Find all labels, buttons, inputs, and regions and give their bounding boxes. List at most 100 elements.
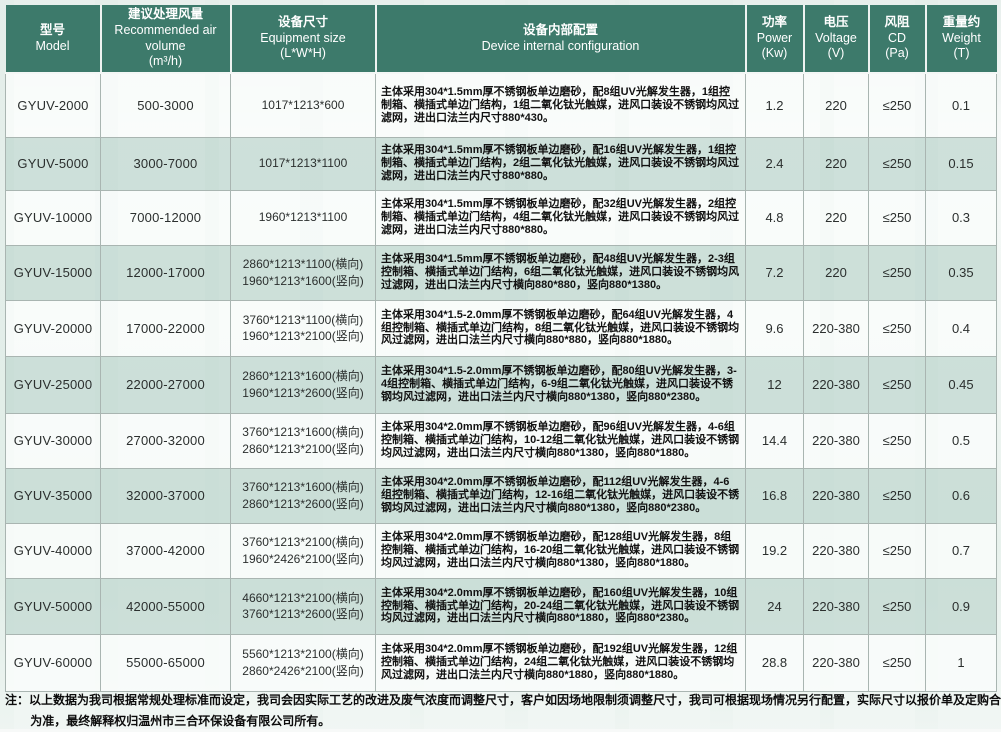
- cell-cd: ≤250: [868, 577, 926, 635]
- cell-size: 3760*1213*1100(横向) 1960*1213*2100(竖向): [230, 299, 376, 357]
- cell-air-volume: 22000-27000: [100, 355, 231, 414]
- equipment-spec-table: 型号 Model 建议处理风量 Recommended air volume (…: [5, 5, 997, 692]
- cell-cd: ≤250: [868, 299, 926, 357]
- cell-size: 2860*1213*1600(横向) 1960*1213*2600(竖向): [230, 355, 376, 414]
- cell-power: 4.8: [745, 189, 804, 246]
- cell-size: 1017*1213*1100: [230, 136, 376, 191]
- table-row: GYUV-15000 12000-17000 2860*1213*1100(横向) …: [5, 244, 997, 301]
- cell-weight: 0.45: [925, 355, 997, 414]
- cell-model: GYUV-20000: [5, 299, 101, 357]
- cell-weight: 0.7: [925, 522, 997, 579]
- header-model: 型号 Model: [5, 5, 102, 74]
- cell-power: 1.2: [745, 72, 804, 138]
- cell-voltage: 220-380: [803, 299, 869, 357]
- cell-air-volume: 17000-22000: [100, 299, 231, 357]
- header-air-volume: 建议处理风量 Recommended air volume (m³/h): [100, 5, 232, 74]
- footnote: 注：以上数据为我司根据常规处理标准而设定，我司会因实际工艺的改进及废气浓度而调整…: [5, 693, 1001, 728]
- header-config: 设备内部配置 Device internal configuration: [375, 5, 747, 74]
- cell-power: 14.4: [745, 412, 804, 469]
- table-row: GYUV-60000 55000-65000 5560*1213*2100(横向) …: [5, 633, 997, 692]
- cell-voltage: 220-380: [803, 412, 869, 469]
- cell-air-volume: 7000-12000: [100, 189, 231, 246]
- cell-weight: 0.3: [925, 189, 997, 246]
- header-model-en: Model: [35, 38, 70, 53]
- cell-config: 主体采用304*1.5-2.0mm厚不锈钢板单边磨砂，配80组UV光解发生器，3…: [375, 355, 746, 414]
- header-size-unit: (L*W*H): [280, 46, 326, 61]
- cell-size: 2860*1213*1100(横向) 1960*1213*1600(竖向): [230, 244, 376, 301]
- cell-model: GYUV-60000: [5, 633, 101, 692]
- cell-weight: 0.35: [925, 244, 997, 301]
- header-air-volume-unit: (m³/h): [148, 54, 183, 69]
- table-row: GYUV-30000 27000-32000 3760*1213*1600(横向) …: [5, 412, 997, 469]
- cell-air-volume: 32000-37000: [100, 467, 231, 524]
- cell-model: GYUV-10000: [5, 189, 101, 246]
- header-weight-en: Weight: [942, 30, 981, 45]
- cell-cd: ≤250: [868, 467, 926, 524]
- table-row: GYUV-5000 3000-7000 1017*1213*1100 主体采用304*…: [5, 136, 997, 191]
- cell-cd: ≤250: [868, 633, 926, 692]
- cell-config: 主体采用304*2.0mm厚不锈钢板单边磨砂，配160组UV光解发生器，10组控…: [375, 577, 746, 635]
- header-size: 设备尺寸 Equipment size (L*W*H): [230, 5, 377, 74]
- header-weight-zh: 重量约: [942, 15, 981, 30]
- cell-power: 19.2: [745, 522, 804, 579]
- cell-size: 4660*1213*2100(横向) 3760*1213*2600(竖向): [230, 577, 376, 635]
- cell-config: 主体采用304*1.5mm厚不锈钢板单边磨砂，配8组UV光解发生器，1组控制箱、…: [375, 72, 746, 138]
- cell-power: 9.6: [745, 299, 804, 357]
- table-row: GYUV-40000 37000-42000 3760*1213*2100(横向) …: [5, 522, 997, 579]
- cell-config: 主体采用304*2.0mm厚不锈钢板单边磨砂，配128组UV光解发生器，8组控制…: [375, 522, 746, 579]
- cell-power: 24: [745, 577, 804, 635]
- header-config-en: Device internal configuration: [481, 38, 640, 53]
- cell-config: 主体采用304*2.0mm厚不锈钢板单边磨砂，配112组UV光解发生器，4-6组…: [375, 467, 746, 524]
- cell-model: GYUV-25000: [5, 355, 101, 414]
- header-weight: 重量约 Weight (T): [925, 5, 997, 74]
- cell-voltage: 220-380: [803, 633, 869, 692]
- header-voltage: 电压 Voltage (V): [803, 5, 870, 74]
- cell-cd: ≤250: [868, 412, 926, 469]
- cell-cd: ≤250: [868, 136, 926, 191]
- cell-weight: 0.4: [925, 299, 997, 357]
- cell-model: GYUV-2000: [5, 72, 101, 138]
- cell-size: 3760*1213*1600(横向) 2860*1213*2600(竖向): [230, 467, 376, 524]
- header-row: 型号 Model 建议处理风量 Recommended air volume (…: [5, 5, 997, 74]
- cell-voltage: 220-380: [803, 522, 869, 579]
- header-size-en: Equipment size: [260, 30, 346, 45]
- cell-power: 2.4: [745, 136, 804, 191]
- table-row: GYUV-35000 32000-37000 3760*1213*1600(横向) …: [5, 467, 997, 524]
- header-voltage-zh: 电压: [823, 15, 849, 30]
- cell-size: 3760*1213*1600(横向) 2860*1213*2100(竖向): [230, 412, 376, 469]
- cell-size: 1017*1213*600: [230, 72, 376, 138]
- table-row: GYUV-10000 7000-12000 1960*1213*1100 主体采用30…: [5, 189, 997, 246]
- cell-voltage: 220: [803, 189, 869, 246]
- cell-config: 主体采用304*1.5-2.0mm厚不锈钢板单边磨砂，配64组UV光解发生器，4…: [375, 299, 746, 357]
- cell-model: GYUV-5000: [5, 136, 101, 191]
- header-power-zh: 功率: [761, 15, 787, 30]
- cell-power: 7.2: [745, 244, 804, 301]
- cell-cd: ≤250: [868, 355, 926, 414]
- cell-voltage: 220-380: [803, 355, 869, 414]
- cell-air-volume: 42000-55000: [100, 577, 231, 635]
- header-cd-zh: 风阻: [884, 15, 910, 30]
- header-voltage-en: Voltage: [815, 30, 857, 45]
- cell-weight: 0.5: [925, 412, 997, 469]
- cell-air-volume: 27000-32000: [100, 412, 231, 469]
- cell-air-volume: 37000-42000: [100, 522, 231, 579]
- cell-power: 16.8: [745, 467, 804, 524]
- cell-weight: 0.6: [925, 467, 997, 524]
- cell-air-volume: 12000-17000: [100, 244, 231, 301]
- header-air-volume-en: Recommended air volume: [114, 22, 217, 53]
- cell-model: GYUV-50000: [5, 577, 101, 635]
- header-voltage-unit: (V): [827, 46, 845, 61]
- header-power: 功率 Power (Kw): [745, 5, 805, 74]
- cell-model: GYUV-40000: [5, 522, 101, 579]
- cell-config: 主体采用304*1.5mm厚不锈钢板单边磨砂，配48组UV光解发生器，2-3组控…: [375, 244, 746, 301]
- cell-config: 主体采用304*1.5mm厚不锈钢板单边磨砂，配32组UV光解发生器，2组控制箱…: [375, 189, 746, 246]
- cell-voltage: 220: [803, 72, 869, 138]
- cell-air-volume: 3000-7000: [100, 136, 231, 191]
- cell-voltage: 220-380: [803, 577, 869, 635]
- header-weight-unit: (T): [953, 46, 970, 61]
- header-model-zh: 型号: [39, 22, 65, 37]
- table-row: GYUV-25000 22000-27000 2860*1213*1600(横向) …: [5, 355, 997, 414]
- cell-voltage: 220: [803, 136, 869, 191]
- header-cd-unit: (Pa): [885, 46, 909, 61]
- cell-size: 1960*1213*1100: [230, 189, 376, 246]
